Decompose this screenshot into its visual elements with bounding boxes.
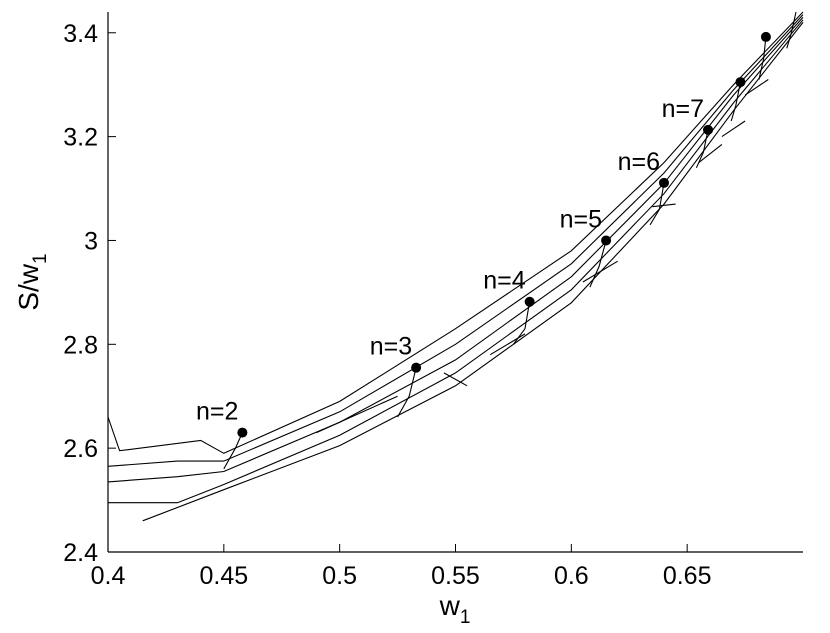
data-point: [659, 177, 669, 188]
data-point: [411, 362, 422, 373]
curve-18: [652, 203, 676, 208]
data-point: [601, 235, 612, 246]
curve-17: [582, 260, 618, 283]
x-tick-label: 0.45: [199, 562, 248, 590]
curve-6: [397, 367, 417, 418]
x-tick-label: 0.6: [554, 562, 589, 590]
data-point: [524, 296, 535, 307]
data-point: [703, 124, 714, 135]
curves: [107, 11, 804, 522]
curve-12: [758, 36, 767, 80]
y-tick-label: 3.4: [63, 20, 98, 48]
data-point: [237, 427, 248, 438]
y-tick-label: 3: [84, 227, 98, 255]
x-tick-label: 0.4: [91, 562, 126, 590]
curve-19: [698, 143, 723, 164]
curve-8: [589, 240, 607, 288]
curve-11: [730, 81, 742, 122]
point-label: n=5: [560, 205, 602, 233]
data-point: [760, 31, 771, 42]
curve-3: [107, 14, 804, 467]
curve-13: [786, 11, 797, 49]
point-label: n=6: [618, 148, 660, 176]
curve-1: [108, 19, 804, 504]
y-tick-label: 3.2: [63, 124, 98, 152]
point-label: n=7: [662, 95, 704, 123]
curve-9: [649, 182, 665, 226]
axes: [107, 12, 803, 553]
curve-16: [489, 333, 526, 356]
curve-15: [443, 372, 468, 387]
x-tick-label: 0.65: [663, 562, 712, 590]
y-ticks: 2.4 2.6 2.8 3 3.2 3.4: [63, 20, 116, 567]
y-tick-label: 2.8: [63, 331, 98, 359]
annotations: n=2 n=3 n=4 n=5 n=6n=7: [196, 95, 704, 426]
point-label: n=3: [370, 333, 412, 361]
curve-4: [107, 11, 804, 454]
y-tick-label: 2.4: [63, 539, 98, 567]
x-ticks: 0.4 0.45 0.5 0.55 0.6 0.65: [91, 544, 712, 590]
y-axis-label: S/w1: [13, 253, 51, 310]
point-label: n=4: [483, 267, 526, 295]
x-tick-label: 0.5: [322, 562, 357, 590]
curve-10: [695, 129, 709, 169]
data-point: [735, 77, 746, 88]
point-label: n=2: [196, 398, 238, 426]
curve-2: [107, 16, 804, 483]
data-points: [237, 31, 771, 438]
x-tick-label: 0.55: [431, 562, 480, 590]
x-axis-label: w1: [439, 590, 471, 628]
curve-5: [223, 432, 243, 470]
y-tick-label: 2.6: [63, 435, 98, 463]
curve-14: [316, 395, 398, 434]
curve-20: [721, 120, 746, 138]
curve-21: [744, 79, 769, 96]
